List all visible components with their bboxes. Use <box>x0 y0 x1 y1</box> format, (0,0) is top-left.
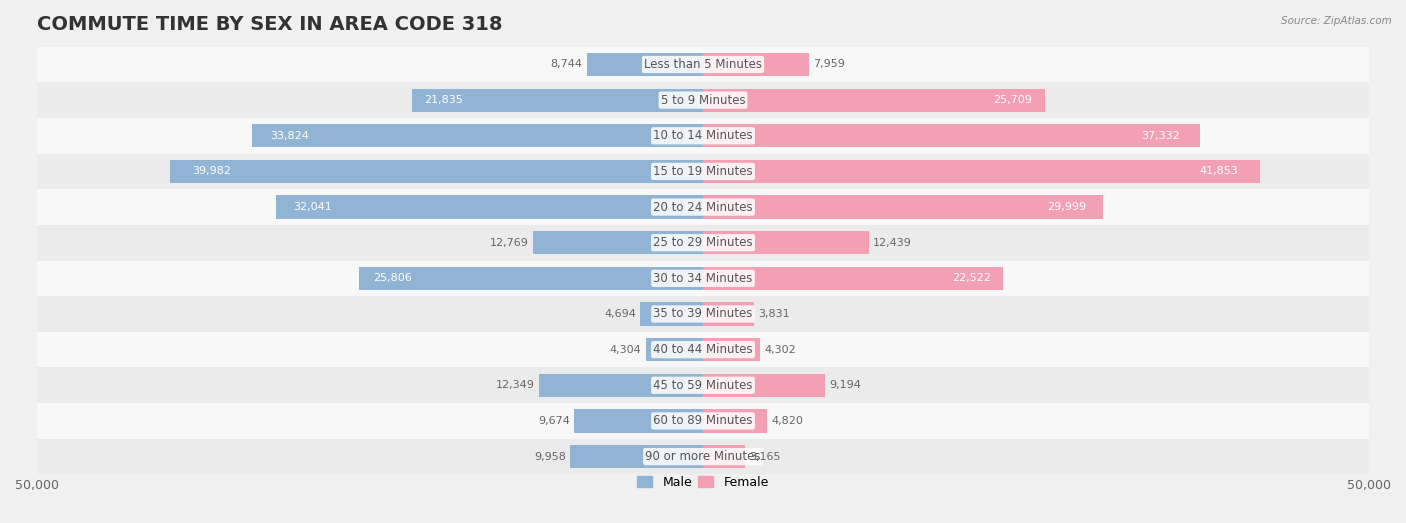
Bar <box>37 332 1369 368</box>
Text: 12,769: 12,769 <box>491 238 529 248</box>
Bar <box>703 267 1002 290</box>
Text: Less than 5 Minutes: Less than 5 Minutes <box>644 58 762 71</box>
Text: 4,304: 4,304 <box>610 345 641 355</box>
Text: 25,806: 25,806 <box>373 274 412 283</box>
Text: 21,835: 21,835 <box>423 95 463 105</box>
Bar <box>703 124 1201 147</box>
Text: 32,041: 32,041 <box>294 202 332 212</box>
Bar <box>37 439 1369 474</box>
Bar <box>170 160 703 183</box>
Bar <box>703 302 754 326</box>
Text: 4,820: 4,820 <box>772 416 803 426</box>
Text: 3,831: 3,831 <box>758 309 790 319</box>
Text: 12,439: 12,439 <box>873 238 911 248</box>
Bar <box>703 231 869 254</box>
Text: Source: ZipAtlas.com: Source: ZipAtlas.com <box>1281 16 1392 26</box>
Text: 4,302: 4,302 <box>765 345 796 355</box>
Bar <box>641 302 703 326</box>
Text: 37,332: 37,332 <box>1142 131 1181 141</box>
Bar <box>703 160 1261 183</box>
Bar <box>37 189 1369 225</box>
Text: 20 to 24 Minutes: 20 to 24 Minutes <box>654 200 752 213</box>
Bar <box>37 368 1369 403</box>
Text: 33,824: 33,824 <box>270 131 309 141</box>
Text: 60 to 89 Minutes: 60 to 89 Minutes <box>654 414 752 427</box>
Text: 22,522: 22,522 <box>952 274 991 283</box>
Bar <box>703 88 1046 112</box>
Legend: Male, Female: Male, Female <box>633 471 773 494</box>
Text: 9,194: 9,194 <box>830 380 862 390</box>
Text: 40 to 44 Minutes: 40 to 44 Minutes <box>654 343 752 356</box>
Text: 30 to 34 Minutes: 30 to 34 Minutes <box>654 272 752 285</box>
Bar <box>37 82 1369 118</box>
Bar <box>37 47 1369 82</box>
Bar <box>703 196 1102 219</box>
Bar <box>538 374 703 397</box>
Text: COMMUTE TIME BY SEX IN AREA CODE 318: COMMUTE TIME BY SEX IN AREA CODE 318 <box>37 15 502 34</box>
Bar <box>703 445 745 468</box>
Text: 5 to 9 Minutes: 5 to 9 Minutes <box>661 94 745 107</box>
Bar <box>37 296 1369 332</box>
Bar <box>37 403 1369 439</box>
Bar <box>37 260 1369 296</box>
Bar <box>703 53 808 76</box>
Text: 29,999: 29,999 <box>1047 202 1087 212</box>
Text: 45 to 59 Minutes: 45 to 59 Minutes <box>654 379 752 392</box>
Text: 39,982: 39,982 <box>191 166 231 176</box>
Bar <box>703 338 761 361</box>
Bar <box>37 118 1369 154</box>
Text: 12,349: 12,349 <box>496 380 534 390</box>
Text: 9,958: 9,958 <box>534 451 567 462</box>
Bar <box>703 374 825 397</box>
Bar <box>412 88 703 112</box>
Text: 35 to 39 Minutes: 35 to 39 Minutes <box>654 308 752 321</box>
Text: 10 to 14 Minutes: 10 to 14 Minutes <box>654 129 752 142</box>
Text: 7,959: 7,959 <box>813 60 845 70</box>
Text: 8,744: 8,744 <box>551 60 582 70</box>
Bar <box>645 338 703 361</box>
Bar <box>37 225 1369 260</box>
Text: 25 to 29 Minutes: 25 to 29 Minutes <box>654 236 752 249</box>
Bar <box>586 53 703 76</box>
Text: 3,165: 3,165 <box>749 451 780 462</box>
Text: 4,694: 4,694 <box>605 309 637 319</box>
Text: 9,674: 9,674 <box>538 416 571 426</box>
Bar <box>360 267 703 290</box>
Bar <box>37 154 1369 189</box>
Bar <box>574 410 703 433</box>
Text: 41,853: 41,853 <box>1199 166 1239 176</box>
Bar <box>253 124 703 147</box>
Text: 25,709: 25,709 <box>993 95 1032 105</box>
Bar <box>571 445 703 468</box>
Bar <box>533 231 703 254</box>
Text: 15 to 19 Minutes: 15 to 19 Minutes <box>654 165 752 178</box>
Text: 90 or more Minutes: 90 or more Minutes <box>645 450 761 463</box>
Bar <box>276 196 703 219</box>
Bar <box>703 410 768 433</box>
